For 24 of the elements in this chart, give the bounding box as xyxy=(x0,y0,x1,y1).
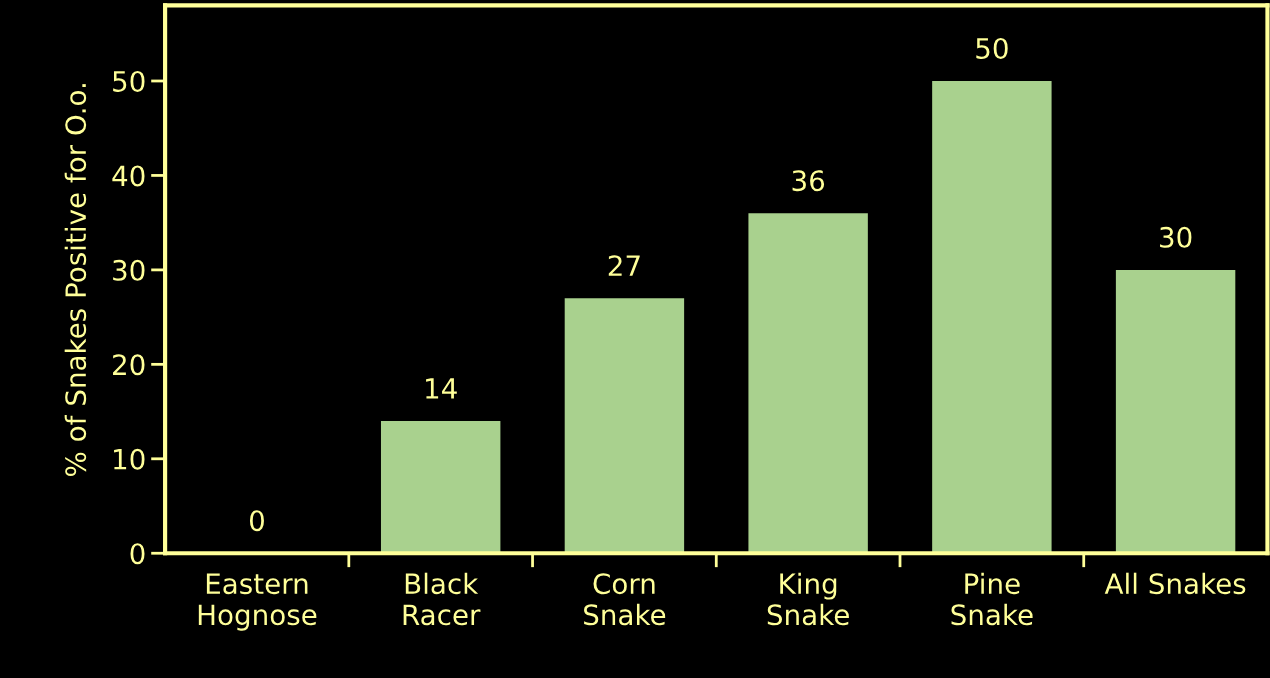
bar xyxy=(932,80,1052,554)
y-tick-label: 30 xyxy=(113,259,145,281)
x-tick-label: Pine Snake xyxy=(951,572,1033,626)
data-label: 0 xyxy=(249,510,264,532)
data-label: 36 xyxy=(792,170,825,192)
bar xyxy=(380,421,501,554)
y-tick-label: 0 xyxy=(130,543,145,565)
x-tick-label: Black Racer xyxy=(403,572,481,626)
data-label: 27 xyxy=(608,255,640,276)
x-tick-label: All Snakes xyxy=(1104,572,1246,595)
data-label: 30 xyxy=(1160,226,1192,248)
y-tick-label: 10 xyxy=(114,448,145,470)
y-tick-label: 40 xyxy=(112,165,145,187)
y-tick-label: 50 xyxy=(113,70,145,92)
bar xyxy=(1115,269,1236,554)
y-axis-title: % of Snakes Positive for O.o. xyxy=(64,84,87,476)
x-tick-label: King Snake xyxy=(767,572,849,626)
data-label: 50 xyxy=(976,37,1008,59)
x-tick-label: Eastern Hognose xyxy=(198,573,317,631)
bar xyxy=(564,298,685,554)
x-tick-label: Corn Snake xyxy=(584,573,666,626)
bar xyxy=(748,213,868,554)
data-label: 14 xyxy=(426,378,457,399)
y-tick-label: 20 xyxy=(113,354,145,376)
